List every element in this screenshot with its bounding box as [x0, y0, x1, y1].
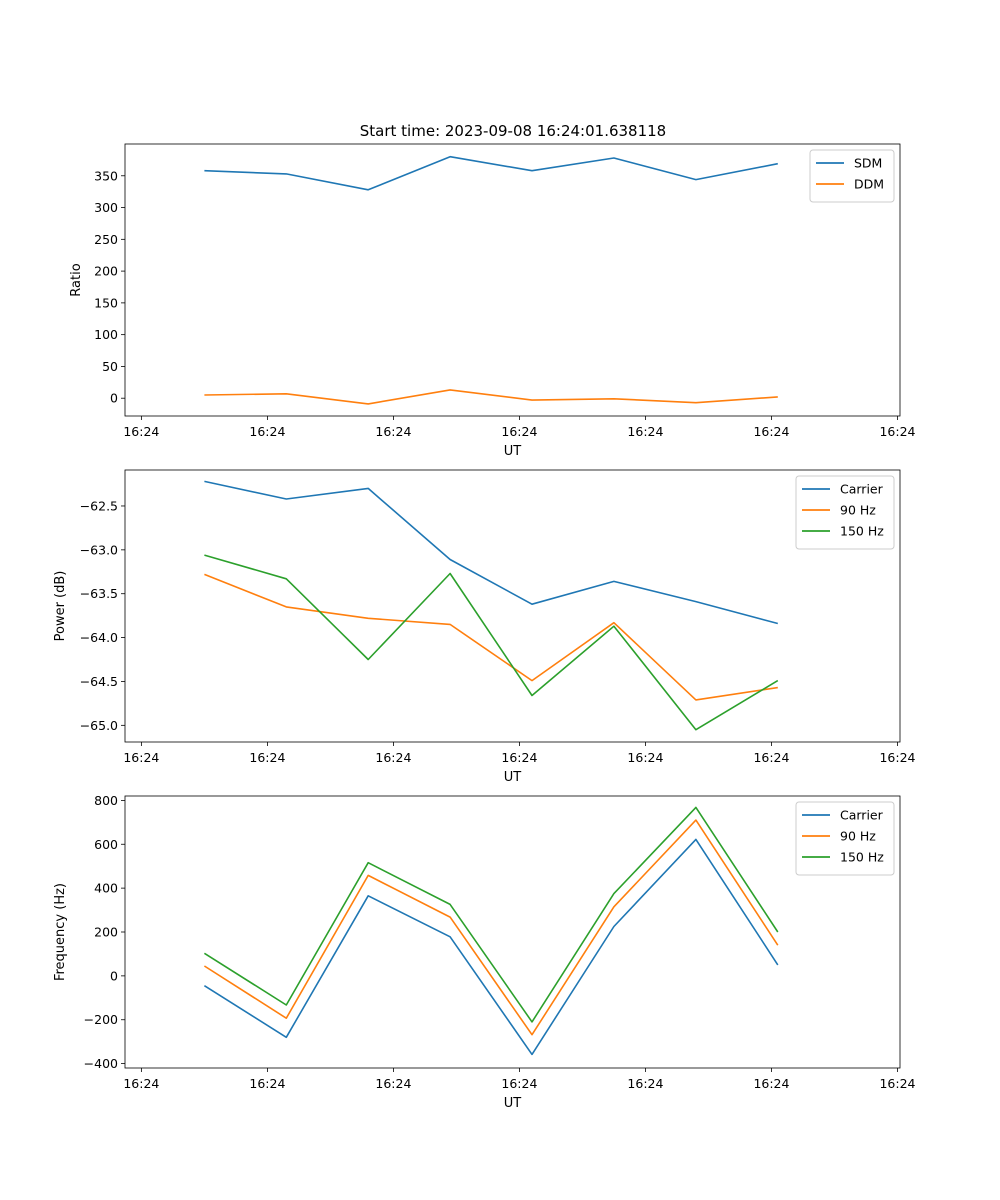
y-axis-label: Power (dB)	[53, 571, 68, 642]
frequency-chart: 16:24 16:24 16:24 16:24 16:24 16:24 16:24 UT −40…	[53, 793, 916, 1111]
series-line-carrier	[204, 480, 779, 625]
x-tick-label: 16:24	[375, 424, 411, 439]
y-tick-label: 200	[94, 925, 118, 940]
y-tick-label: 600	[94, 837, 118, 852]
series-line-carrier	[203, 838, 779, 1056]
x-tick-label: 16:24	[249, 1076, 285, 1091]
x-tick-label: 16:24	[879, 750, 915, 765]
series-line-150-hz	[204, 554, 779, 731]
legend-label-carrier: Carrier	[840, 482, 884, 497]
y-tick-label: 400	[94, 881, 118, 896]
y-tick-label: 0	[110, 391, 118, 406]
legend-label-ddm: DDM	[854, 177, 884, 192]
y-tick-label: −64.5	[80, 674, 118, 689]
figure-title: Start time: 2023-09-08 16:24:01.638118	[360, 122, 666, 140]
y-tick-label: −400	[84, 1056, 118, 1071]
y-axis-label: Ratio	[69, 263, 84, 296]
legend-label-150-hz: 150 Hz	[840, 850, 884, 865]
x-tick-label: 16:24	[501, 1076, 537, 1091]
legend: Carrier 90 Hz 150 Hz	[795, 475, 895, 550]
series-line-90-hz	[204, 573, 778, 701]
y-tick-label: 100	[94, 327, 118, 342]
x-tick-label: 16:24	[501, 750, 537, 765]
x-tick-label: 16:24	[879, 1076, 915, 1091]
x-tick-label: 16:24	[879, 424, 915, 439]
legend-label-90-hz: 90 Hz	[840, 503, 876, 518]
x-tick-label: 16:24	[249, 750, 285, 765]
series-line-150-hz	[203, 806, 779, 1023]
legend: SDM DDM	[809, 149, 895, 203]
x-tick-label: 16:24	[123, 750, 159, 765]
legend-label-150-hz: 150 Hz	[840, 524, 884, 539]
y-tick-label: 150	[94, 295, 118, 310]
series-line-90-hz	[203, 819, 779, 1036]
x-tick-label: 16:24	[627, 1076, 663, 1091]
legend-label-carrier: Carrier	[840, 808, 884, 823]
axes-frame	[124, 469, 901, 743]
y-tick-label: 0	[110, 968, 118, 983]
y-axis-label: Frequency (Hz)	[53, 883, 68, 981]
x-tick-label: 16:24	[375, 750, 411, 765]
x-axis-label: UT	[504, 444, 522, 459]
x-axis-label: UT	[504, 770, 522, 785]
axes-frame	[124, 143, 901, 417]
legend-label-sdm: SDM	[854, 156, 882, 171]
y-tick-label: 350	[94, 168, 118, 183]
x-tick-label: 16:24	[753, 750, 789, 765]
y-tick-label: −62.5	[80, 498, 118, 513]
ratio-chart: 16:24 16:24 16:24 16:24 16:24 16:24 16:24 UT 0 50…	[69, 143, 916, 459]
x-axis-label: UT	[504, 1096, 522, 1111]
x-tick-label: 16:24	[753, 1076, 789, 1091]
x-tick-label: 16:24	[249, 424, 285, 439]
y-tick-label: 200	[94, 264, 118, 279]
legend: Carrier 90 Hz 150 Hz	[795, 801, 895, 876]
power-chart: 16:24 16:24 16:24 16:24 16:24 16:24 16:24 UT −62…	[53, 469, 916, 785]
y-tick-label: 250	[94, 232, 118, 247]
series-line-ddm	[204, 389, 778, 405]
x-tick-label: 16:24	[375, 1076, 411, 1091]
x-tick-label: 16:24	[123, 424, 159, 439]
x-tick-label: 16:24	[627, 424, 663, 439]
y-tick-label: −63.5	[80, 586, 118, 601]
y-tick-label: 50	[102, 359, 118, 374]
x-tick-label: 16:24	[501, 424, 537, 439]
y-tick-label: 300	[94, 200, 118, 215]
y-tick-label: −64.0	[80, 630, 118, 645]
x-tick-label: 16:24	[753, 424, 789, 439]
legend-label-90-hz: 90 Hz	[840, 829, 876, 844]
x-tick-label: 16:24	[123, 1076, 159, 1091]
y-tick-label: 800	[94, 793, 118, 808]
series-line-sdm	[204, 155, 778, 191]
y-tick-label: −200	[84, 1012, 118, 1027]
y-tick-label: −65.0	[80, 718, 118, 733]
y-tick-label: −63.0	[80, 542, 118, 557]
x-tick-label: 16:24	[627, 750, 663, 765]
